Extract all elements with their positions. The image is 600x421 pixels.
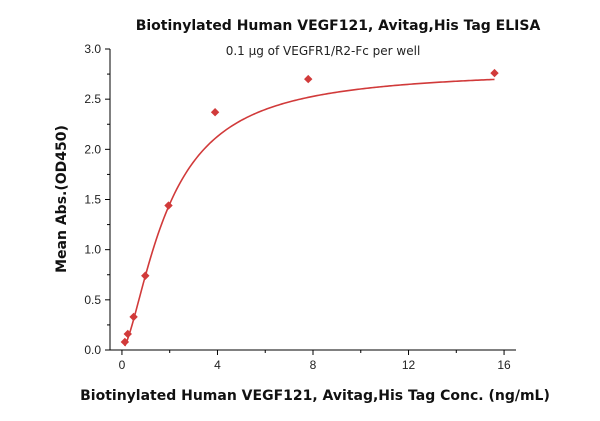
data-point (141, 271, 150, 280)
y-tick-label: 0.0 (84, 343, 101, 357)
y-tick-label: 3.0 (84, 42, 101, 56)
x-tick-label: 12 (402, 358, 416, 372)
y-tick-label: 2.0 (84, 142, 101, 156)
data-point (164, 201, 173, 210)
y-tick-label: 1.0 (84, 243, 101, 257)
fit-curve (124, 78, 495, 347)
x-tick-label: 4 (214, 358, 221, 372)
chart-subtitle: 0.1 µg of VEGFR1/R2-Fc per well (226, 44, 421, 58)
chart-title: Biotinylated Human VEGF121, Avitag,His T… (136, 18, 541, 34)
data-point (123, 329, 132, 339)
x-tick-label: 8 (310, 358, 317, 372)
plot-area: 0.0 0.5 1.0 1.5 2.0 2.5 3.0 0 4 8 12 16 (84, 42, 516, 372)
y-tick-label: 1.5 (84, 193, 101, 207)
y-tick-label: 2.5 (84, 92, 101, 106)
data-point (490, 68, 499, 78)
y-tick-label: 0.5 (84, 293, 101, 307)
x-tick-label: 0 (119, 358, 126, 372)
data-point (129, 312, 138, 322)
data-point (210, 108, 220, 117)
y-axis-label: Mean Abs.(OD450) (54, 125, 70, 273)
x-axis-label: Biotinylated Human VEGF121, Avitag,His T… (80, 388, 550, 404)
data-point (304, 74, 313, 84)
data-point (120, 337, 130, 347)
x-tick-label: 16 (497, 358, 511, 372)
